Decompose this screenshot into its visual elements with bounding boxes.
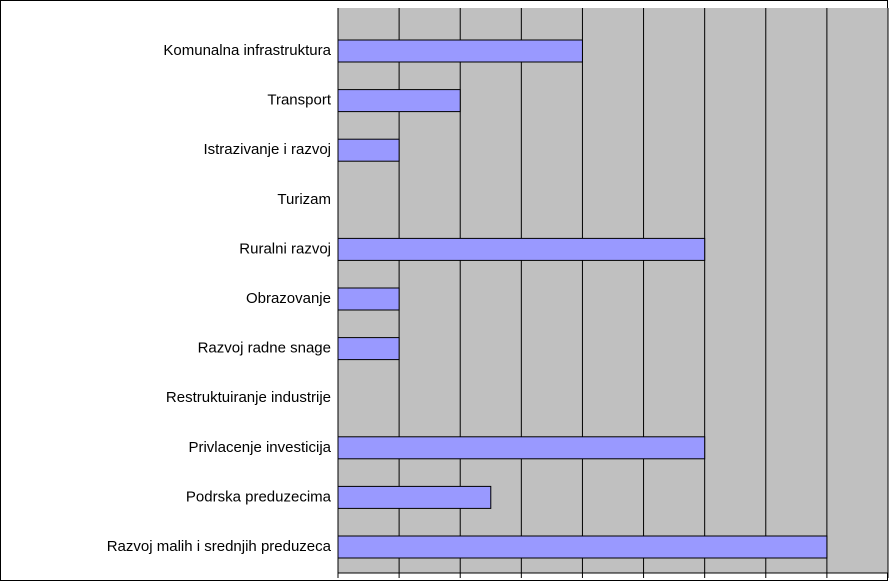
bar xyxy=(337,89,461,113)
y-tick-label: Razvoj radne snage xyxy=(198,340,331,357)
y-tick-label: Obrazovanje xyxy=(246,290,331,307)
bar xyxy=(337,237,706,261)
y-tick-label: Razvoj malih i srednjih preduzeca xyxy=(107,538,332,555)
y-tick-label: Privlacenje investicija xyxy=(188,439,331,456)
bar xyxy=(337,485,492,509)
bar xyxy=(337,436,706,460)
y-tick-label: Podrska preduzecima xyxy=(186,488,332,505)
y-tick-label: Ruralni razvoj xyxy=(239,240,331,257)
y-tick-label: Komunalna infrastruktura xyxy=(163,42,331,59)
y-tick-label: Istrazivanje i razvoj xyxy=(203,141,331,158)
bar xyxy=(337,287,400,311)
y-tick-label: Turizam xyxy=(277,191,331,208)
bar xyxy=(337,39,583,63)
y-tick-label: Transport xyxy=(267,92,331,109)
bar xyxy=(337,535,828,559)
bar xyxy=(337,337,400,361)
bar xyxy=(337,138,400,162)
y-tick-label: Restruktuiranje industrije xyxy=(166,389,331,406)
